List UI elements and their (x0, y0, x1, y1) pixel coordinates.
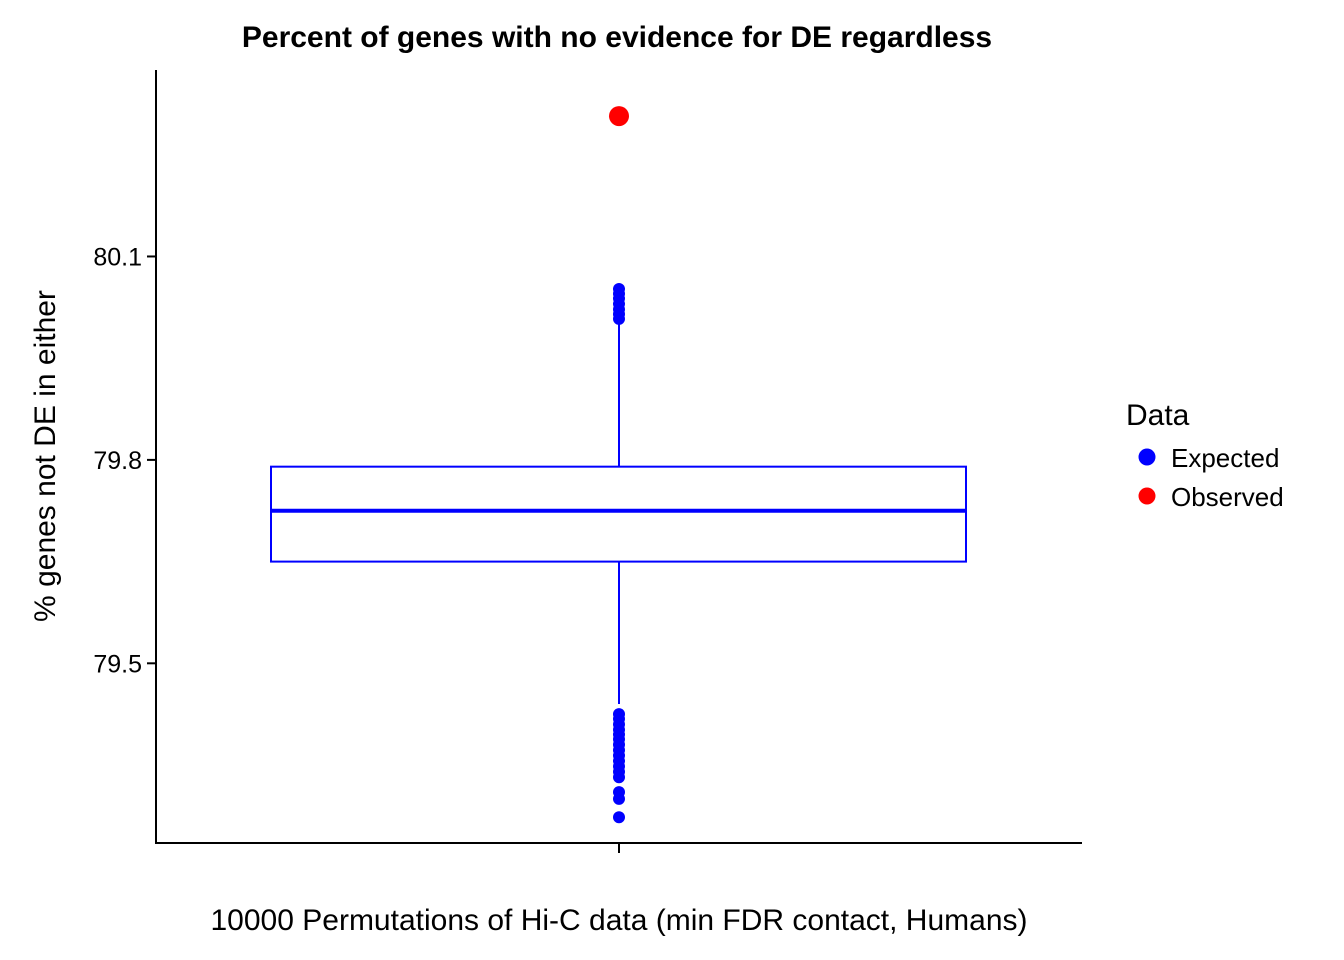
y-axis-title: % genes not DE in either (29, 290, 62, 622)
y-tick-label: 79.5 (93, 650, 142, 678)
outlier-point (613, 771, 625, 784)
legend-key-observed (1138, 487, 1156, 505)
outlier-point (613, 312, 625, 325)
y-tick-label: 79.8 (93, 447, 142, 475)
outlier-point (613, 811, 625, 824)
y-axis-ticks: 79.5 79.8 80.1 (93, 243, 156, 678)
x-axis-title: 10000 Permutations of Hi-C data (min FDR… (211, 904, 1028, 937)
legend: Data Expected Observed (1126, 399, 1284, 512)
y-tick-label: 80.1 (93, 243, 142, 271)
legend-key-expected (1138, 448, 1156, 466)
legend-label-observed: Observed (1171, 482, 1284, 512)
legend-label-expected: Expected (1171, 443, 1279, 473)
plot-area (270, 106, 967, 824)
outlier-point (613, 792, 625, 805)
legend-title: Data (1126, 399, 1190, 432)
chart-title: Percent of genes with no evidence for DE… (242, 21, 992, 54)
box-iqr (270, 465, 967, 563)
observed-point (609, 106, 629, 127)
